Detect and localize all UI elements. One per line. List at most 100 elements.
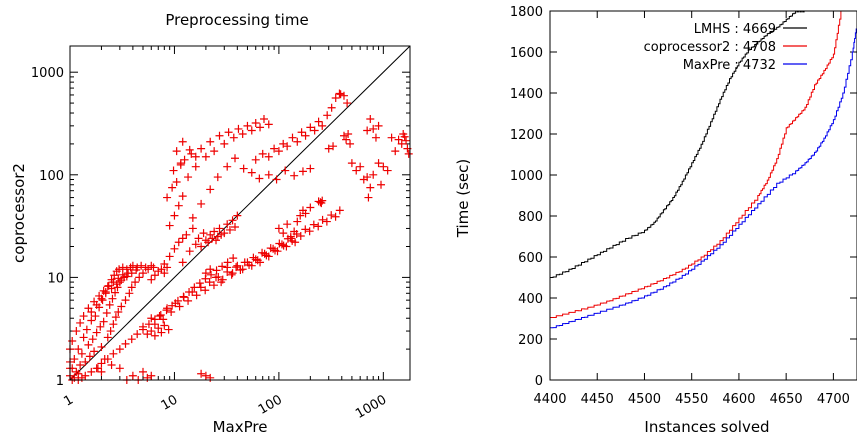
scatter-point (127, 283, 136, 292)
y-tick-label: 800 (518, 210, 543, 225)
scatter-point (85, 352, 94, 361)
scatter-point (179, 293, 188, 302)
scatter-point (81, 357, 90, 366)
scatter-point (251, 255, 260, 264)
scatter-point (167, 307, 176, 316)
scatter-point (115, 345, 124, 354)
scatter-point (82, 325, 91, 334)
scatter-point (220, 139, 229, 148)
scatter-point (191, 162, 200, 171)
scatter-point (163, 263, 172, 272)
scatter-point (150, 320, 159, 329)
y-tick-label: 1800 (510, 5, 543, 20)
scatter-point (178, 258, 187, 267)
scatter-point (296, 232, 305, 241)
scatter-point (344, 129, 353, 138)
scatter-point (233, 211, 242, 220)
scatter-point (218, 262, 227, 271)
scatter-point (371, 133, 380, 142)
scatter-point (255, 174, 264, 183)
scatter-point (397, 139, 406, 148)
x-tick-label: 4550 (675, 392, 708, 407)
scatter-point (251, 118, 260, 127)
scatter-point (188, 288, 197, 297)
scatter-x-axis-label: MaxPre (213, 418, 268, 436)
scatter-point (107, 361, 116, 370)
scatter-point (274, 147, 283, 156)
scatter-point (164, 325, 173, 334)
scatter-point (147, 275, 156, 284)
scatter-point (281, 166, 290, 175)
scatter-point (92, 364, 101, 373)
scatter-point (264, 252, 273, 261)
scatter-point (224, 128, 233, 137)
legend: LMHS : 4669 coprocessor2 : 4708 MaxPre : 4… (644, 22, 807, 73)
scatter-point (220, 229, 229, 238)
scatter-point (229, 254, 238, 263)
scatter-point (342, 135, 351, 144)
scatter-point (103, 333, 112, 342)
x-tick-label: 4400 (533, 392, 566, 407)
scatter-point (404, 149, 413, 158)
scatter-point (109, 278, 118, 287)
scatter-point (212, 273, 221, 282)
scatter-point (159, 315, 168, 324)
scatter-point (76, 318, 85, 327)
x-tick-label: 4450 (581, 392, 614, 407)
scatter-point (291, 238, 300, 247)
scatter-point (217, 278, 226, 287)
scatter-point (182, 230, 191, 239)
scatter-point (76, 361, 85, 370)
scatter-point (194, 234, 203, 243)
scatter-point (168, 183, 177, 192)
scatter-point (239, 164, 248, 173)
scatter-point (225, 225, 234, 234)
scatter-point (118, 263, 127, 272)
scatter-point (201, 152, 210, 161)
scatter-point (92, 300, 101, 309)
y-tick-label: 1000 (31, 66, 64, 81)
scatter-point (283, 142, 292, 151)
scatter-point (87, 367, 96, 376)
scatter-point (110, 271, 119, 280)
scatter-point (184, 296, 193, 305)
line-chart: 4400 4450 4500 4550 4600 4650 4700 0 200 400 600 80… (454, 5, 857, 436)
y-tick-label: 1000 (510, 169, 543, 184)
scatter-point (243, 258, 252, 267)
y-tick-label: 1600 (510, 46, 543, 61)
scatter-point (232, 263, 241, 272)
scatter-point (212, 236, 221, 245)
scatter-point (206, 373, 215, 382)
x-tick-label: 4650 (770, 392, 803, 407)
scatter-plot-frame (69, 45, 411, 381)
scatter-point (79, 333, 88, 342)
scatter-point (70, 373, 79, 382)
scatter-point (204, 238, 213, 247)
scatter-point (387, 133, 396, 142)
scatter-point (106, 327, 115, 336)
scatter-point (143, 373, 152, 382)
scatter-point (109, 320, 118, 329)
scatter-point (72, 367, 81, 376)
scatter-point (121, 296, 130, 305)
scatter-point (339, 131, 348, 140)
scatter-point (139, 367, 148, 376)
scatter-point (206, 265, 215, 274)
scatter-point (347, 159, 356, 168)
scatter-point (283, 220, 292, 229)
scatter-point (97, 367, 106, 376)
series-line (550, 11, 842, 318)
scatter-point (109, 349, 118, 358)
y-tick-label: 1200 (510, 128, 543, 143)
scatter-point (223, 263, 232, 272)
y-tick-label: 600 (518, 251, 543, 266)
scatter-point (264, 120, 273, 129)
scatter-point (324, 144, 333, 153)
scatter-point (206, 137, 215, 146)
scatter-point (163, 304, 172, 313)
y-tick-label: 200 (518, 333, 543, 348)
scatter-point (346, 139, 355, 148)
scatter-point (305, 227, 314, 236)
scatter-point (288, 133, 297, 142)
